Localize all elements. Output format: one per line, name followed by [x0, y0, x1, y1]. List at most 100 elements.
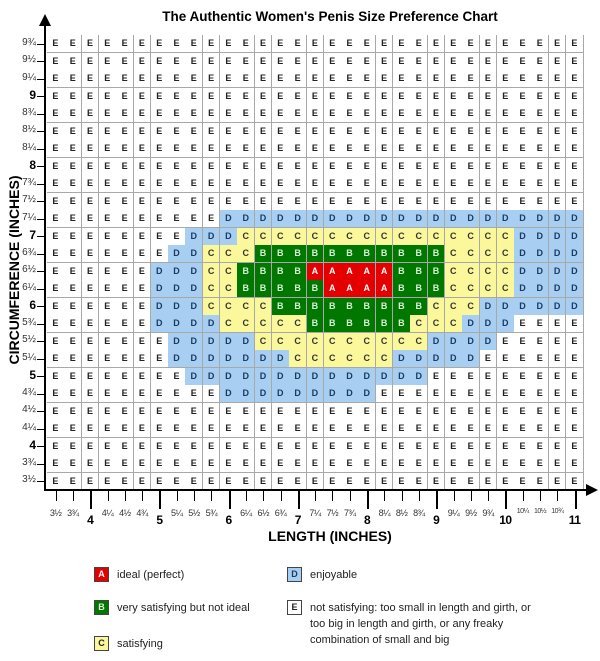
x-tick [349, 491, 351, 501]
grid-cell-e: E [202, 402, 221, 421]
grid-cell-e: E [323, 455, 342, 473]
grid-cell-d: D [548, 227, 567, 246]
grid-cell-e: E [133, 385, 152, 403]
grid-cell-e: E [496, 122, 515, 141]
x-tick [384, 491, 386, 501]
grid-cell-d: D [185, 350, 204, 368]
grid-cell-e: E [427, 472, 446, 491]
grid-cell-e: E [133, 315, 152, 333]
grid-cell-e: E [323, 175, 342, 193]
grid-cell-e: E [427, 122, 446, 141]
grid-cell-c: C [237, 315, 256, 333]
grid-cell-d: D [237, 385, 256, 403]
y-tick [37, 446, 44, 448]
grid-cell-e: E [185, 175, 204, 193]
grid-cell-e: E [323, 420, 342, 438]
grid-cell-e: E [116, 297, 134, 316]
grid-cell-e: E [444, 455, 463, 473]
grid-cell-e: E [237, 420, 256, 438]
grid-cell-e: E [531, 385, 550, 403]
grid-cell-e: E [116, 192, 134, 211]
x-tick-label: 6 [225, 513, 233, 527]
grid-cell-d: D [341, 385, 359, 403]
grid-cell-c: C [254, 332, 273, 351]
grid-cell-e: E [116, 402, 134, 421]
grid-cell-e: E [47, 315, 65, 333]
grid-cell-e: E [98, 140, 117, 158]
grid-cell-e: E [64, 70, 83, 88]
grid-cell-e: E [462, 437, 480, 456]
grid-cell-e: E [185, 140, 204, 158]
grid-cell-e: E [496, 332, 515, 351]
grid-cell-c: C [410, 315, 429, 333]
grid-cell-d: D [271, 210, 290, 228]
grid-cell-e: E [496, 105, 515, 123]
grid-cell-e: E [254, 157, 273, 176]
grid-cell-e: E [479, 455, 498, 473]
grid-cell-e: E [271, 105, 290, 123]
grid-cell-d: D [323, 367, 342, 386]
grid-cell-e: E [116, 385, 134, 403]
grid-cell-c: C [444, 297, 463, 316]
grid-cell-b: B [410, 297, 429, 316]
grid-cell-e: E [237, 87, 256, 106]
x-tick [90, 491, 93, 509]
grid-cell-b: B [306, 280, 325, 298]
y-tick-label: 8½ [22, 124, 36, 136]
grid-cell-d: D [410, 367, 429, 386]
grid-cell-e: E [514, 367, 532, 386]
grid-cell-e: E [479, 385, 498, 403]
grid-cell-e: E [168, 192, 186, 211]
grid-cell-e: E [64, 280, 83, 298]
grid-cell-c: C [271, 315, 290, 333]
grid-cell-e: E [271, 437, 290, 456]
grid-cell-e: E [341, 35, 359, 53]
grid-cell-e: E [531, 70, 550, 88]
grid-cell-e: E [64, 350, 83, 368]
grid-cell-e: E [220, 140, 238, 158]
grid-cell-e: E [531, 175, 550, 193]
grid-cell-e: E [427, 437, 446, 456]
grid-cell-e: E [81, 52, 100, 71]
grid-cell-e: E [237, 35, 256, 53]
x-tick [72, 491, 74, 501]
grid-cell-d: D [254, 210, 273, 228]
grid-cell-e: E [566, 140, 584, 158]
y-tick [37, 288, 44, 290]
y-tick [37, 376, 44, 378]
grid-cell-e: E [479, 420, 498, 438]
grid-cell-e: E [47, 192, 65, 211]
x-tick-label: 4¾ [136, 508, 148, 518]
grid-cell-e: E [47, 35, 65, 53]
grid-cell-c: C [237, 297, 256, 316]
grid-cell-e: E [98, 227, 117, 246]
grid-cell-e: E [566, 332, 584, 351]
grid-cell-d: D [150, 315, 169, 333]
grid-cell-e: E [47, 332, 65, 351]
grid-cell-e: E [81, 367, 100, 386]
grid-cell-e: E [531, 105, 550, 123]
legend-swatch-c: C [94, 636, 109, 651]
grid-cell-d: D [168, 297, 186, 316]
grid-cell-b: B [237, 262, 256, 281]
grid-cell-b: B [271, 280, 290, 298]
grid-cell-b: B [427, 245, 446, 263]
grid-cell-e: E [393, 70, 411, 88]
grid-cell-d: D [566, 297, 584, 316]
grid-cell-e: E [237, 140, 256, 158]
grid-cell-e: E [341, 140, 359, 158]
grid-cell-b: B [375, 297, 394, 316]
grid-cell-e: E [341, 157, 359, 176]
grid-cell-e: E [150, 105, 169, 123]
grid-cell-e: E [358, 105, 377, 123]
legend-item-d: D enjoyable [287, 567, 357, 583]
x-tick [124, 491, 126, 501]
y-tick [37, 481, 44, 483]
grid-cell-e: E [375, 105, 394, 123]
grid-cell-e: E [237, 455, 256, 473]
grid-cell-e: E [444, 157, 463, 176]
x-tick [159, 491, 162, 509]
grid-cell-e: E [531, 52, 550, 71]
grid-cell-e: E [479, 52, 498, 71]
